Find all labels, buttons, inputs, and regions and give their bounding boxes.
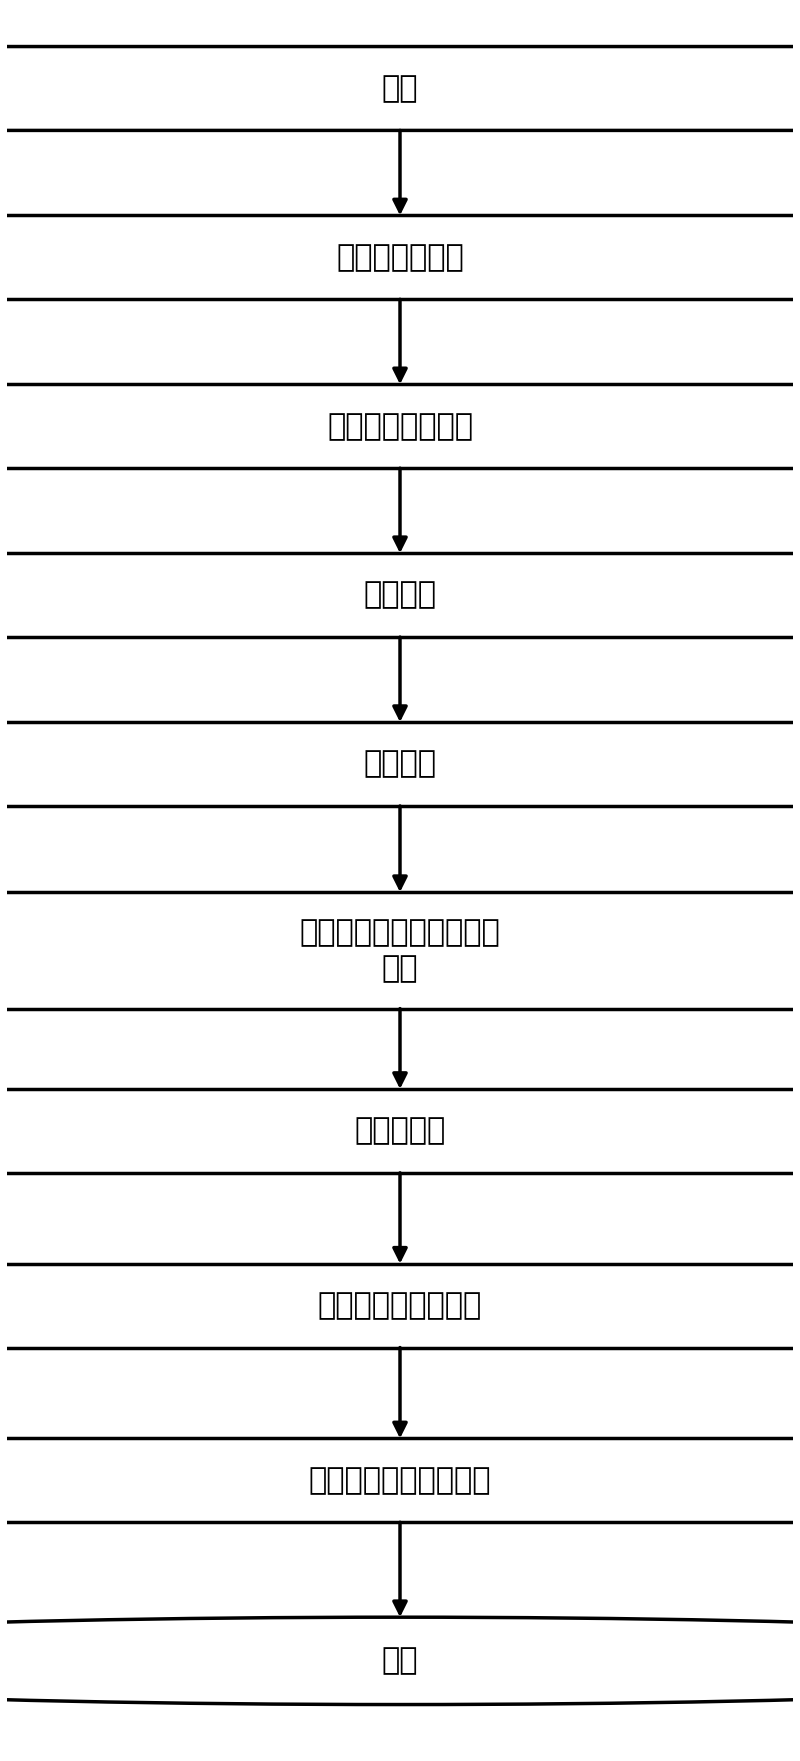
Text: 开始测试: 开始测试 xyxy=(363,750,437,778)
FancyBboxPatch shape xyxy=(0,553,800,637)
Polygon shape xyxy=(0,46,800,130)
Text: 互相关运算: 互相关运算 xyxy=(354,1116,446,1145)
FancyBboxPatch shape xyxy=(0,215,800,299)
FancyBboxPatch shape xyxy=(0,722,800,807)
FancyBboxPatch shape xyxy=(0,1264,800,1347)
Text: 波速设置: 波速设置 xyxy=(363,581,437,609)
FancyBboxPatch shape xyxy=(0,1088,800,1173)
FancyBboxPatch shape xyxy=(0,1439,800,1522)
Text: 入射信号参数设置: 入射信号参数设置 xyxy=(327,412,473,440)
Text: 开始: 开始 xyxy=(382,74,418,102)
FancyBboxPatch shape xyxy=(0,893,800,1009)
Text: 检测系统初始化: 检测系统初始化 xyxy=(336,243,464,271)
Text: 判断故障距离与类型: 判断故障距离与类型 xyxy=(318,1291,482,1321)
Text: 向上位机发送故障信息: 向上位机发送故障信息 xyxy=(309,1465,491,1495)
Text: 结束: 结束 xyxy=(382,1647,418,1675)
Ellipse shape xyxy=(0,1617,800,1705)
Text: 发送检测信号并采样反射
信号: 发送检测信号并采样反射 信号 xyxy=(300,917,500,983)
FancyBboxPatch shape xyxy=(0,384,800,468)
